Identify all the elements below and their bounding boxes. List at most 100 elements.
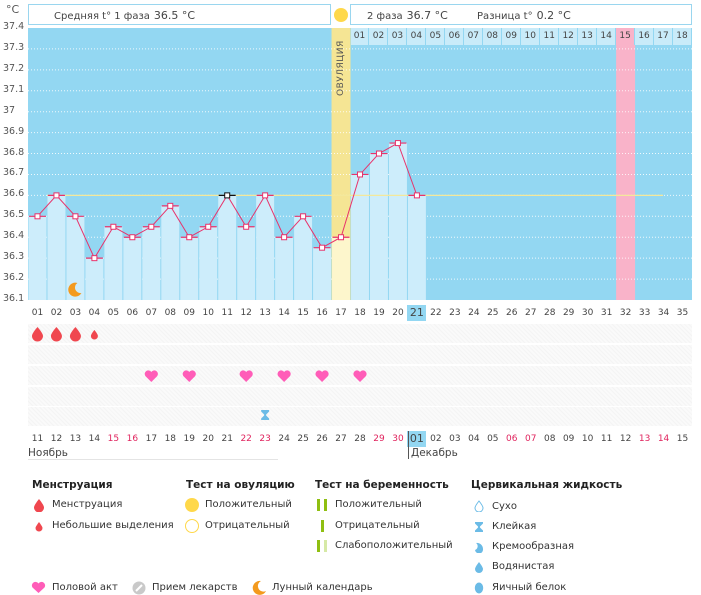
calendar-date-label[interactable]: 21 <box>221 434 233 444</box>
cycle-day-label[interactable]: 06 <box>126 308 139 318</box>
legend-cervical-title: Цервикальная жидкость <box>471 479 623 491</box>
phase2-value: 36.7 °C <box>406 9 448 22</box>
ovulation-sun-icon <box>334 8 348 22</box>
cycle-day-label[interactable]: 17 <box>335 308 347 318</box>
pregnancy-positive-icon <box>317 499 320 511</box>
phase1-value: 36.5 °C <box>153 9 196 22</box>
y-tick-label: 37 <box>3 104 16 116</box>
phase2-label: 2 фаза <box>367 11 403 22</box>
cycle-day-label[interactable]: 18 <box>354 308 366 318</box>
legend-cervical-sticky: Клейкая <box>492 521 537 532</box>
cycle-day-label[interactable]: 07 <box>145 308 158 318</box>
phase1-label: Средняя t° 1 фаза <box>54 11 150 22</box>
calendar-date-label[interactable]: 10 <box>581 434 594 444</box>
cycle-day-label[interactable]: 34 <box>657 308 670 318</box>
calendar-date-label[interactable]: 13 <box>69 434 82 444</box>
calendar-date-label[interactable]: 15 <box>107 434 120 444</box>
temperature-point <box>338 234 345 241</box>
cycle-day-label[interactable]: 19 <box>373 308 385 318</box>
calendar-date-label[interactable]: 11 <box>31 434 44 444</box>
calendar-date-label[interactable]: 18 <box>164 434 177 444</box>
cycle-day-label[interactable]: 02 <box>50 308 63 318</box>
calendar-date-label[interactable]: 15 <box>676 434 689 444</box>
cycle-day-label[interactable]: 24 <box>468 308 480 318</box>
cycle-day-label[interactable]: 05 <box>107 308 120 318</box>
cycle-day-label[interactable]: 08 <box>164 308 177 318</box>
calendar-date-label[interactable]: 14 <box>657 434 670 444</box>
temperature-bar <box>142 226 161 300</box>
calendar-date-label[interactable]: 30 <box>392 434 404 444</box>
y-tick-label: 36.7 <box>3 167 25 179</box>
cycle-day-label[interactable]: 09 <box>183 308 195 318</box>
phase2-summary: 2 фаза 36.7 °C Разница t° 0.2 °C <box>350 4 692 25</box>
calendar-date-label[interactable]: 22 <box>240 434 252 444</box>
legend-cervical-eggwhite: Яичный белок <box>492 582 567 593</box>
pregnancy-weak-icon-line <box>324 540 327 552</box>
cycle-day-label[interactable]: 25 <box>487 308 499 318</box>
calendar-date-label[interactable]: 16 <box>126 434 139 444</box>
phase2-day-label: 01 <box>350 28 370 45</box>
calendar-date-label[interactable]: 17 <box>145 434 158 444</box>
cycle-day-label[interactable]: 12 <box>240 308 252 318</box>
legend-menstruation-title: Менструация <box>32 479 113 491</box>
cycle-day-label[interactable]: 11 <box>221 308 233 318</box>
cycle-day-label[interactable]: 15 <box>297 308 309 318</box>
calendar-date-label[interactable]: 05 <box>487 434 499 444</box>
cycle-day-label[interactable]: 30 <box>581 308 594 318</box>
cycle-day-label[interactable]: 33 <box>638 308 651 318</box>
calendar-date-label[interactable]: 13 <box>638 434 651 444</box>
temperature-point <box>72 213 79 220</box>
cycle-day-label[interactable]: 26 <box>506 308 518 318</box>
calendar-date-label[interactable]: 04 <box>468 434 480 444</box>
calendar-date-label[interactable]: 27 <box>335 434 347 444</box>
moon-icon <box>68 282 82 297</box>
heart-icon <box>277 370 291 382</box>
calendar-date-label[interactable]: 11 <box>600 434 613 444</box>
cycle-day-label[interactable]: 27 <box>525 308 537 318</box>
cycle-day-label[interactable]: 28 <box>543 308 556 318</box>
calendar-date-label[interactable]: 26 <box>316 434 328 444</box>
markers-layer <box>31 327 367 420</box>
cycle-day-label[interactable]: 20 <box>392 308 404 318</box>
cycle-day-label[interactable]: 22 <box>430 308 442 318</box>
calendar-date-label[interactable]: 02 <box>430 434 442 444</box>
calendar-date-label[interactable]: 12 <box>50 434 63 444</box>
calendar-date-label[interactable]: 14 <box>88 434 101 444</box>
calendar-date-label[interactable]: 25 <box>297 434 309 444</box>
heart-icon <box>144 370 158 382</box>
cycle-day-label[interactable]: 23 <box>449 308 461 318</box>
calendar-date-label[interactable]: 01 <box>407 431 427 447</box>
temperature-bar <box>28 216 47 300</box>
cycle-day-label[interactable]: 16 <box>316 308 328 318</box>
cycle-day-label[interactable]: 04 <box>88 308 101 318</box>
calendar-date-label[interactable]: 03 <box>449 434 461 444</box>
y-axis-unit: °C <box>6 3 20 16</box>
cycle-day-label[interactable]: 32 <box>619 308 632 318</box>
calendar-date-label[interactable]: 09 <box>562 434 575 444</box>
calendar-date-label[interactable]: 08 <box>543 434 556 444</box>
cycle-day-label[interactable]: 35 <box>676 308 689 318</box>
cycle-day-label[interactable]: 10 <box>202 308 214 318</box>
cycle-day-label[interactable]: 31 <box>600 308 613 318</box>
y-tick-label: 36.6 <box>3 188 25 200</box>
calendar-date-label[interactable]: 29 <box>373 434 385 444</box>
calendar-date-label[interactable]: 28 <box>354 434 366 444</box>
calendar-date-label[interactable]: 06 <box>506 434 518 444</box>
cycle-day-label[interactable]: 29 <box>562 308 575 318</box>
legend-ovulation-negative: Отрицательный <box>205 520 290 531</box>
phase2-day-label: 11 <box>540 28 560 45</box>
calendar-date-label[interactable]: 23 <box>259 434 271 444</box>
calendar-date-label[interactable]: 19 <box>183 434 195 444</box>
temperature-point <box>186 234 193 241</box>
cycle-day-label[interactable]: 14 <box>278 308 290 318</box>
temperature-bar <box>294 216 313 300</box>
calendar-date-label[interactable]: 24 <box>278 434 290 444</box>
calendar-date-label[interactable]: 20 <box>202 434 214 444</box>
calendar-date-label[interactable]: 12 <box>619 434 632 444</box>
cycle-day-label[interactable]: 21 <box>407 305 427 321</box>
cycle-day-label[interactable]: 13 <box>259 308 271 318</box>
cycle-day-label[interactable]: 01 <box>31 308 44 318</box>
calendar-date-label[interactable]: 07 <box>525 434 537 444</box>
temperature-bar <box>275 237 294 300</box>
cycle-day-label[interactable]: 03 <box>69 308 82 318</box>
